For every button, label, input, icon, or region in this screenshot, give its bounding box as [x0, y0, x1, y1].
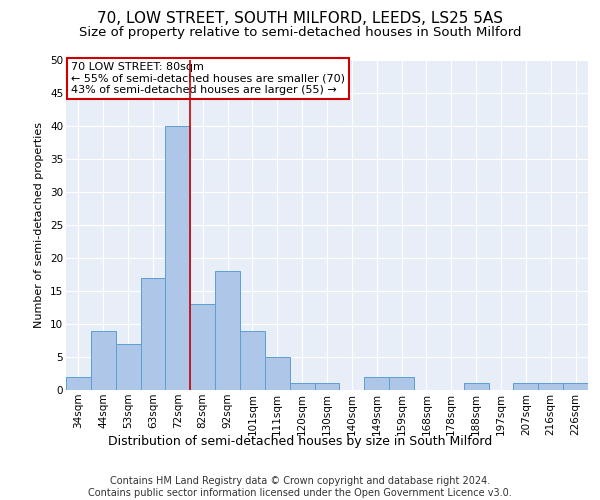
Bar [314, 384, 340, 390]
Text: 70 LOW STREET: 80sqm
← 55% of semi-detached houses are smaller (70)
43% of semi-: 70 LOW STREET: 80sqm ← 55% of semi-detac… [71, 62, 345, 95]
Bar [116, 344, 140, 390]
Bar [514, 384, 538, 390]
Bar [215, 271, 240, 390]
Bar [240, 330, 265, 390]
Bar [66, 377, 91, 390]
Bar [265, 357, 290, 390]
Bar [563, 384, 588, 390]
Text: Contains HM Land Registry data © Crown copyright and database right 2024.
Contai: Contains HM Land Registry data © Crown c… [88, 476, 512, 498]
Bar [166, 126, 190, 390]
Bar [389, 377, 414, 390]
Bar [91, 330, 116, 390]
Bar [464, 384, 488, 390]
Text: Size of property relative to semi-detached houses in South Milford: Size of property relative to semi-detach… [79, 26, 521, 39]
Bar [140, 278, 166, 390]
Text: 70, LOW STREET, SOUTH MILFORD, LEEDS, LS25 5AS: 70, LOW STREET, SOUTH MILFORD, LEEDS, LS… [97, 11, 503, 26]
Bar [290, 384, 314, 390]
Text: Distribution of semi-detached houses by size in South Milford: Distribution of semi-detached houses by … [108, 435, 492, 448]
Bar [364, 377, 389, 390]
Y-axis label: Number of semi-detached properties: Number of semi-detached properties [34, 122, 44, 328]
Bar [190, 304, 215, 390]
Bar [538, 384, 563, 390]
